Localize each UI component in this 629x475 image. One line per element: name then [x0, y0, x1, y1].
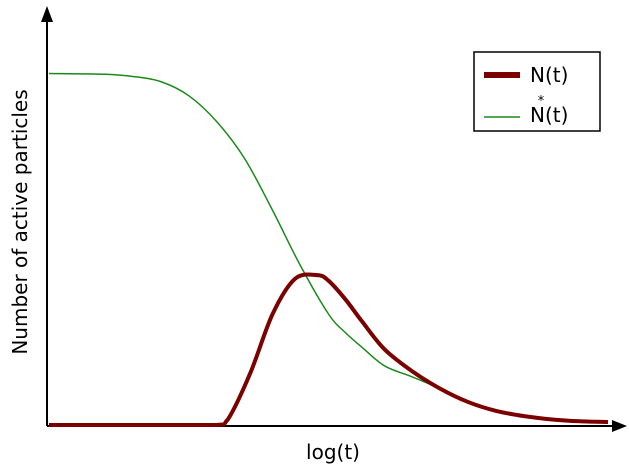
y-axis-arrow	[41, 6, 53, 22]
x-axis-label: log(t)	[306, 440, 360, 464]
legend-star-mark: *	[538, 94, 545, 109]
series-line-n	[48, 272, 609, 427]
legend-box	[473, 51, 601, 132]
series-layer	[48, 72, 609, 427]
legend-label-n: N(t)	[530, 63, 568, 87]
x-axis-arrow	[612, 420, 627, 432]
y-axis-label: Number of active particles	[8, 89, 32, 354]
legend: N(t) N(t) *	[473, 51, 601, 132]
legend-label-n-star: N(t)	[530, 103, 568, 127]
